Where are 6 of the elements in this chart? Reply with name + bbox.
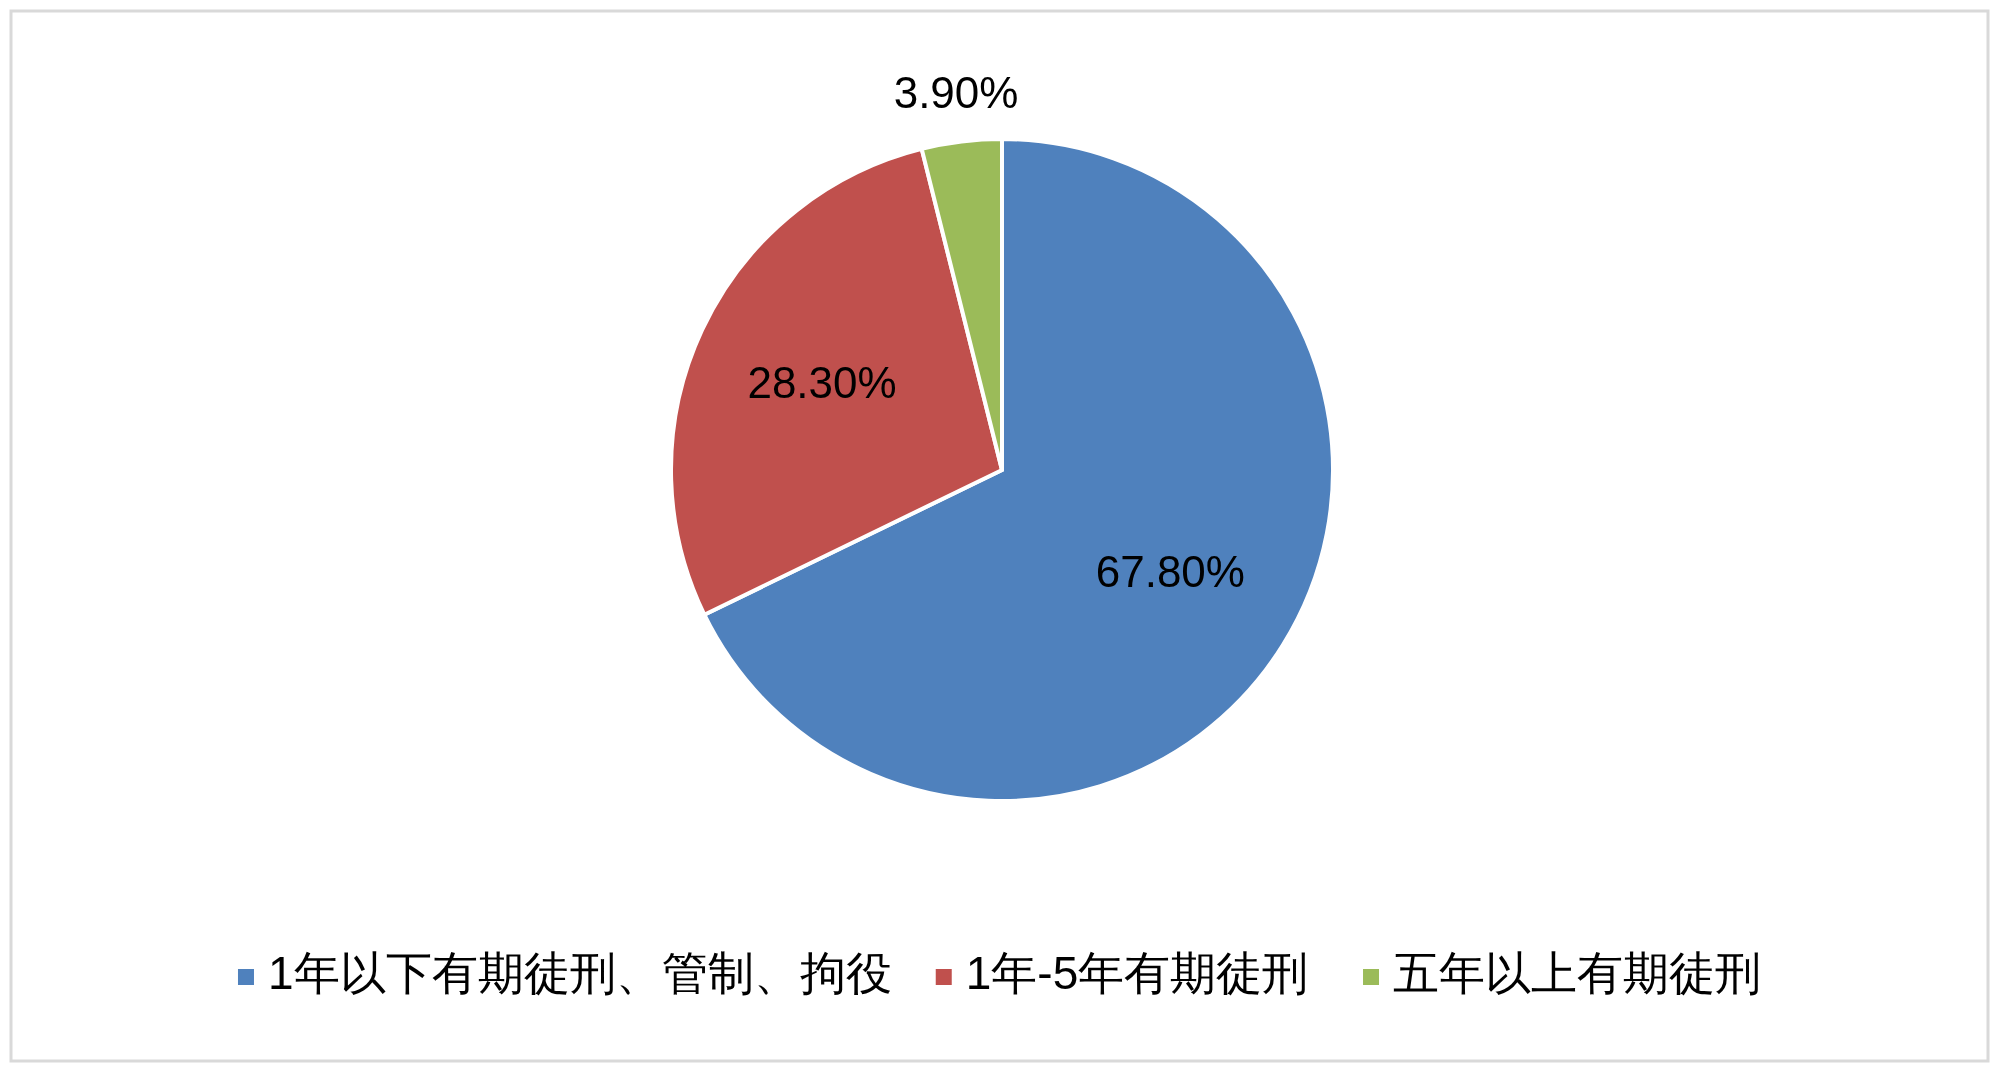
legend-label: 1年以下有期徒刑、管制、拘役: [267, 947, 892, 1000]
legend-label: 1年-5年有期徒刑: [965, 947, 1309, 1000]
data-label: 3.90%: [893, 68, 1019, 118]
data-label: 67.80%: [1095, 546, 1245, 596]
legend-label: 五年以上有期徒刑: [1393, 947, 1762, 1000]
data-label: 28.30%: [747, 357, 897, 407]
